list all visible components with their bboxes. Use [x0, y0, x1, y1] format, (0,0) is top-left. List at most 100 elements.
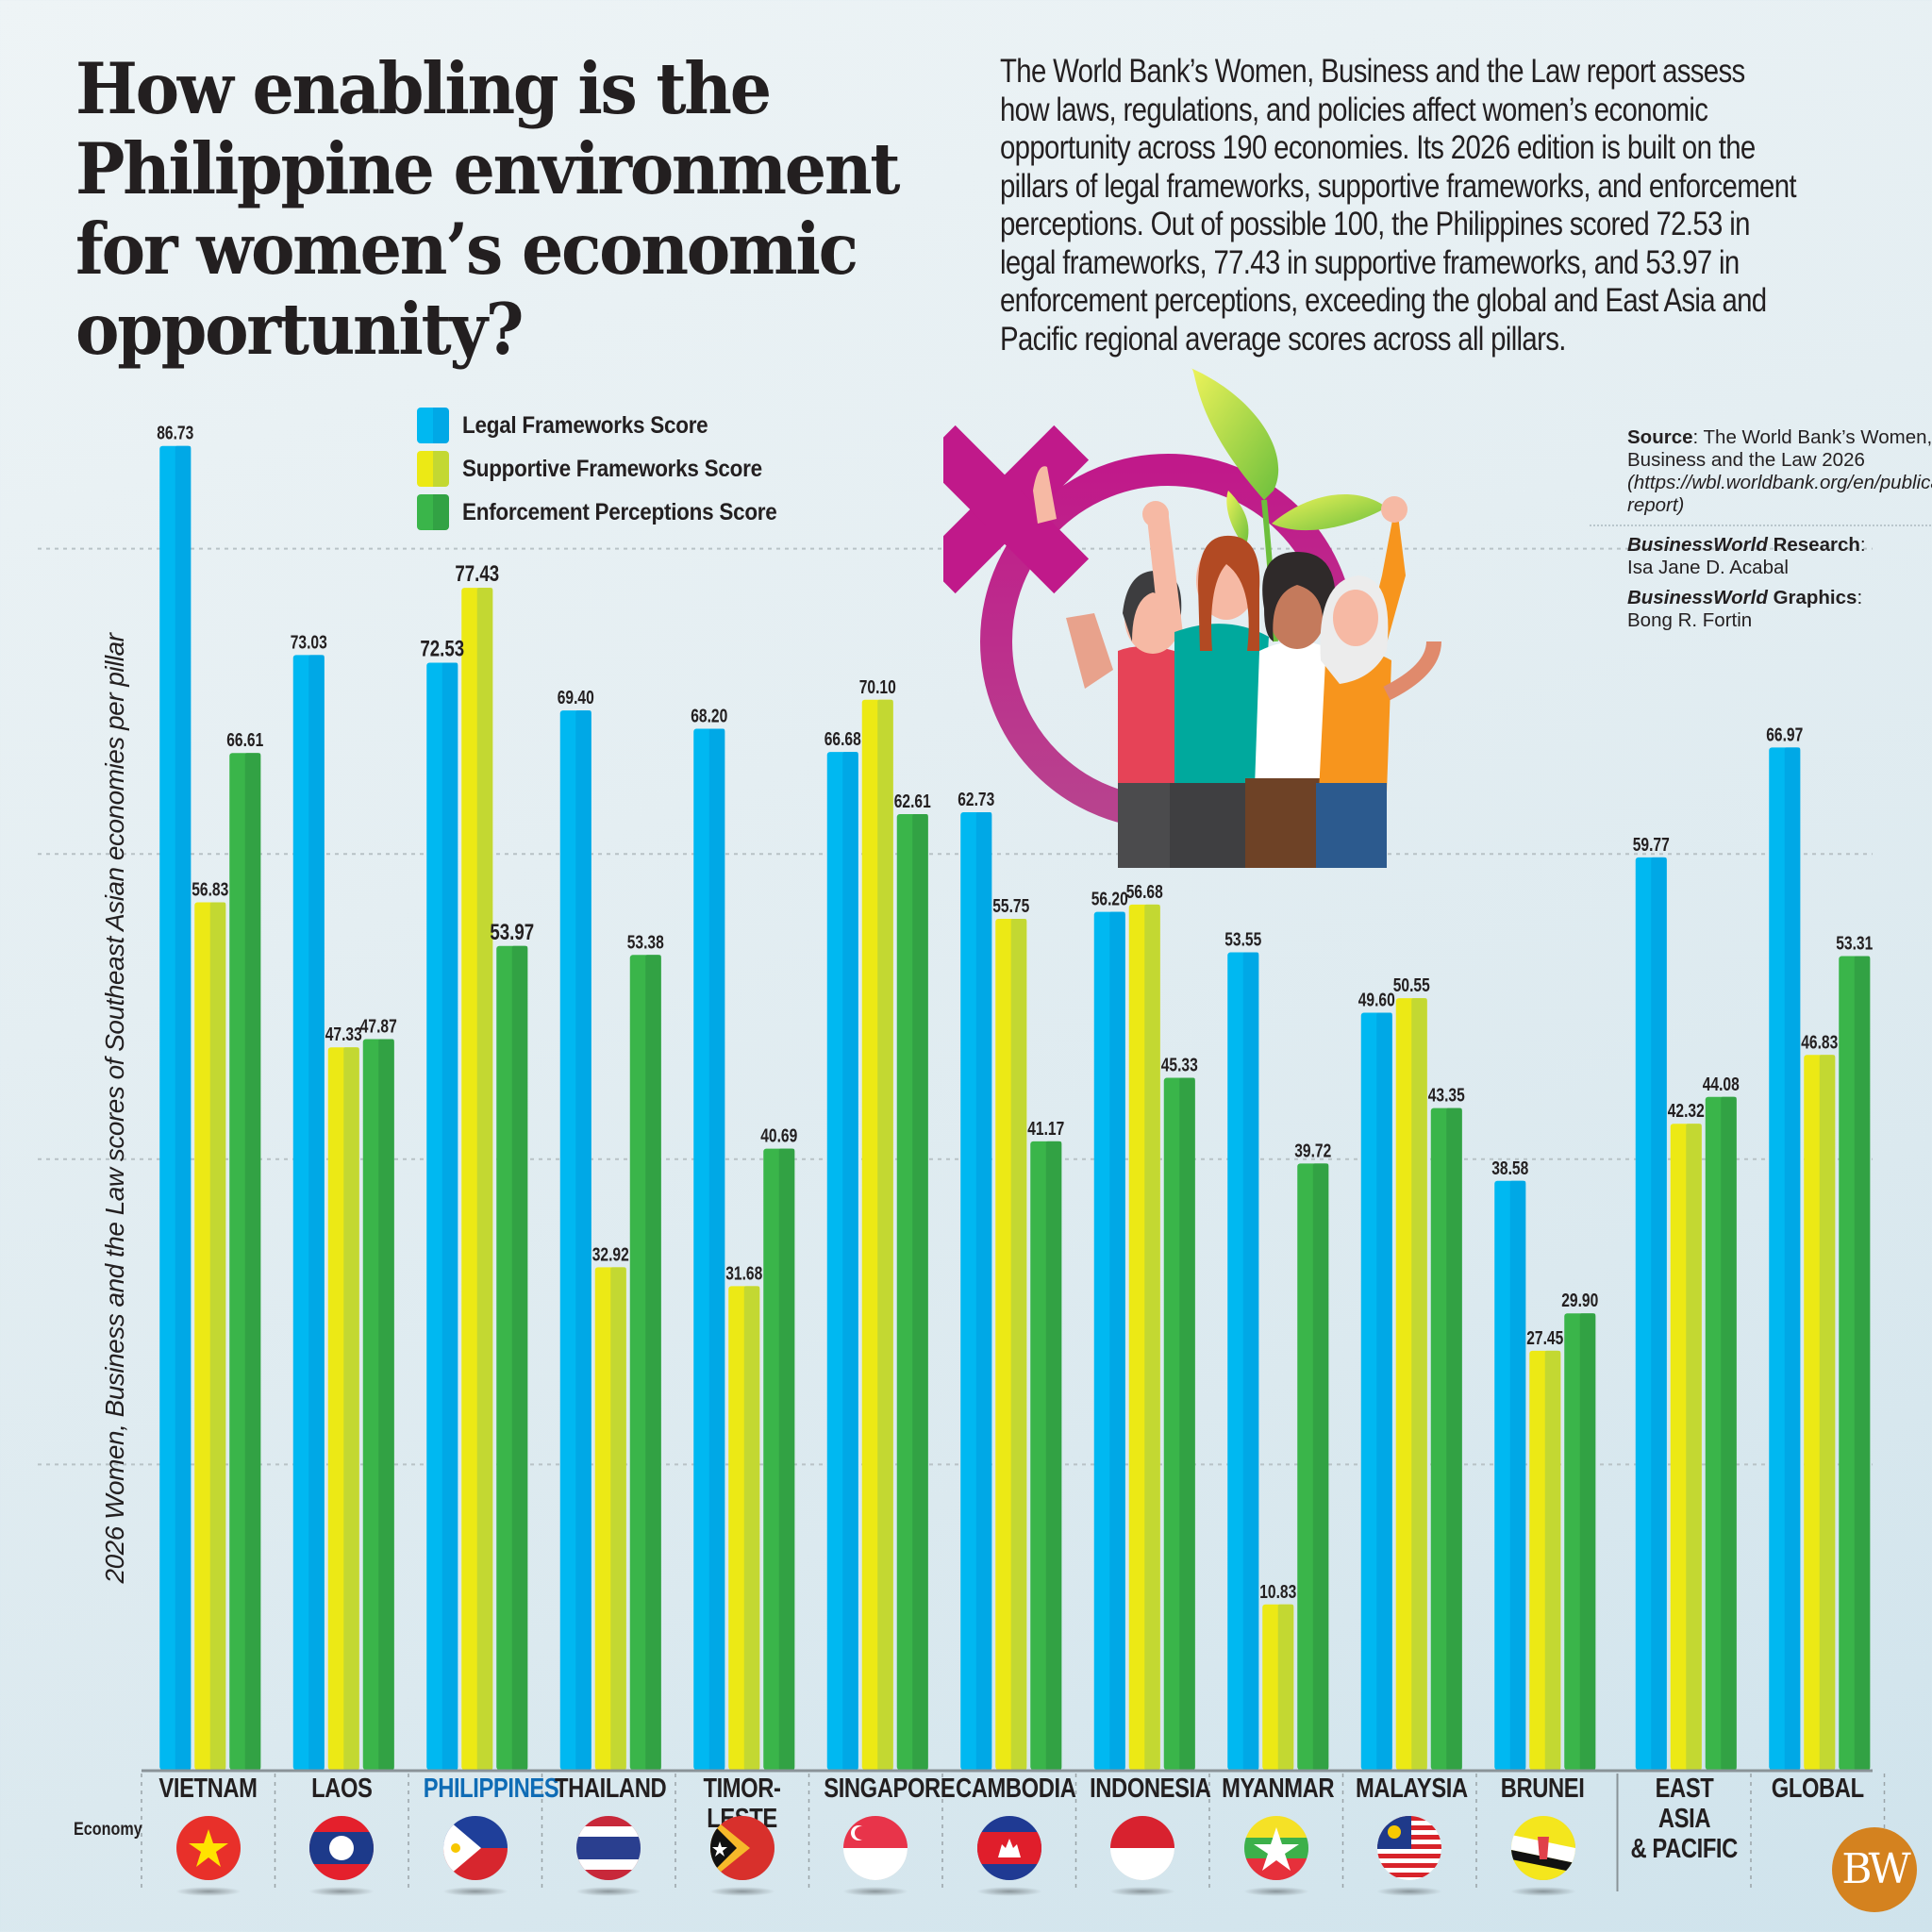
x-category-label-line: MALAYSIA	[1355, 1774, 1468, 1804]
x-category-label: EAST ASIA & PACIFIC	[1618, 1774, 1751, 1864]
value-label: 47.33	[325, 1024, 362, 1044]
bar-right-half	[1721, 1096, 1737, 1770]
graphics-name: Bong R. Fortin	[1627, 609, 1753, 631]
page-title: How enabling is the Philippine environme…	[75, 47, 900, 371]
bar-right-half	[645, 955, 661, 1770]
timor-leste-flag-icon	[709, 1816, 774, 1880]
legend-label: Enforcement Perceptions Score	[462, 498, 777, 525]
flag-shadow	[308, 1887, 375, 1896]
x-category-label-line: THAILAND	[554, 1774, 666, 1804]
women-illustration	[943, 368, 1441, 868]
value-label: 40.69	[760, 1125, 797, 1146]
bar-right-half	[1509, 1180, 1526, 1770]
x-category-label-line: PHILIPPINES	[423, 1774, 559, 1804]
x-category-label-line: INDONESIA	[1089, 1774, 1211, 1804]
laos-flag-icon	[309, 1816, 375, 1880]
x-category-label: VIETNAM	[142, 1774, 275, 1804]
bar-right-half	[1277, 1604, 1294, 1770]
flag-shadow	[842, 1887, 909, 1896]
graphics-label: Graphics	[1773, 587, 1857, 608]
legend-label: Legal Frameworks Score	[462, 411, 708, 439]
bar-thailand-supportive	[594, 1267, 626, 1770]
value-label: 73.03	[291, 632, 327, 653]
value-label: 72.53	[420, 636, 464, 661]
value-label: 70.10	[859, 676, 896, 697]
businessworld-logo: BW	[1832, 1827, 1917, 1912]
indonesia-flag-icon	[1110, 1816, 1175, 1880]
flag-shadow	[175, 1887, 242, 1896]
legend-item-legal: Legal Frameworks Score	[417, 404, 812, 447]
legend-swatch-supportive	[417, 451, 449, 487]
bar-global-enforcement	[1839, 956, 1871, 1770]
flag-shadow	[975, 1887, 1042, 1896]
value-label: 47.87	[360, 1016, 397, 1037]
value-label: 62.61	[894, 791, 931, 811]
source-text: The World Bank’s Women, Business and the…	[1627, 426, 1932, 471]
singapore-flag-icon	[843, 1816, 908, 1880]
bar-singapore-enforcement	[896, 813, 928, 1770]
bar-right-half	[1411, 998, 1427, 1770]
bar-indonesia-supportive	[1128, 904, 1160, 1770]
flag-shadow	[708, 1887, 775, 1896]
value-label: 53.97	[490, 920, 534, 945]
bar-timor-leste-enforcement	[763, 1148, 795, 1770]
bar-myanmar-supportive	[1262, 1604, 1294, 1770]
value-label: 55.75	[992, 895, 1029, 916]
value-label: 69.40	[558, 687, 594, 708]
bar-right-half	[1144, 904, 1160, 1770]
bar-laos-supportive	[327, 1047, 359, 1770]
bar-indonesia-enforcement	[1163, 1077, 1195, 1770]
bar-myanmar-enforcement	[1297, 1163, 1329, 1770]
woman-white-shirt	[1245, 552, 1336, 868]
bar-philippines-supportive	[461, 588, 493, 1770]
value-label: 38.58	[1491, 1158, 1528, 1178]
bar-right-half	[441, 662, 458, 1770]
bar-thailand-enforcement	[629, 955, 661, 1770]
x-category-label: LAOS	[275, 1774, 408, 1804]
x-category-label: SINGAPORE	[809, 1774, 955, 1804]
bar-brunei-supportive	[1529, 1350, 1561, 1770]
intro-paragraph: The World Bank’s Women, Business and the…	[1000, 53, 1797, 358]
flag-shadow	[1509, 1887, 1576, 1896]
bar-right-half	[378, 1039, 394, 1770]
value-label: 62.73	[958, 789, 994, 809]
value-label: 68.20	[691, 706, 727, 726]
bar-right-half	[1312, 1163, 1329, 1770]
credits-block: Source: The World Bank’s Women, Business…	[1590, 426, 1932, 640]
vietnam-flag-icon	[175, 1816, 241, 1880]
flag-shadow	[1376, 1887, 1443, 1896]
bar-right-half	[1010, 918, 1027, 1770]
bar-cambodia-legal	[960, 812, 992, 1770]
bar-right-half	[1819, 1055, 1836, 1770]
legend-item-supportive: Supportive Frameworks Score	[417, 447, 812, 491]
value-label: 10.83	[1259, 1581, 1296, 1602]
philippines-flag-icon	[442, 1816, 508, 1880]
bar-right-half	[877, 699, 893, 1770]
value-label: 49.60	[1358, 990, 1395, 1010]
value-label: 39.72	[1294, 1140, 1331, 1160]
bar-right-half	[476, 588, 493, 1770]
value-label: 32.92	[592, 1244, 629, 1265]
value-label: 44.08	[1703, 1074, 1740, 1094]
source-link[interactable]: (https://wbl.worldbank.org/en/publicatio…	[1627, 472, 1932, 516]
value-label: 59.77	[1633, 834, 1670, 855]
bar-right-half	[308, 655, 325, 1771]
x-category-label: MYANMAR	[1209, 1774, 1342, 1804]
value-label: 53.31	[1836, 933, 1873, 954]
x-category-label-line: VIETNAM	[158, 1774, 258, 1804]
bar-philippines-legal	[426, 662, 458, 1770]
bar-right-half	[1045, 1141, 1062, 1770]
bar-indonesia-legal	[1093, 911, 1125, 1770]
legend-item-enforcement: Enforcement Perceptions Score	[417, 491, 812, 534]
bar-global-supportive	[1804, 1055, 1836, 1770]
x-category-label: MALAYSIA	[1343, 1774, 1476, 1804]
value-label: 50.55	[1393, 974, 1430, 995]
x-category-label: INDONESIA	[1076, 1774, 1211, 1804]
bar-right-half	[1242, 952, 1259, 1770]
legend-swatch-enforcement	[417, 494, 449, 530]
woman-orange-shirt	[1316, 496, 1441, 868]
bar-timor-leste-legal	[693, 728, 725, 1771]
bar-global-legal	[1769, 747, 1801, 1770]
graphics-brand: BusinessWorld	[1627, 587, 1768, 608]
value-label: 56.68	[1126, 881, 1163, 902]
